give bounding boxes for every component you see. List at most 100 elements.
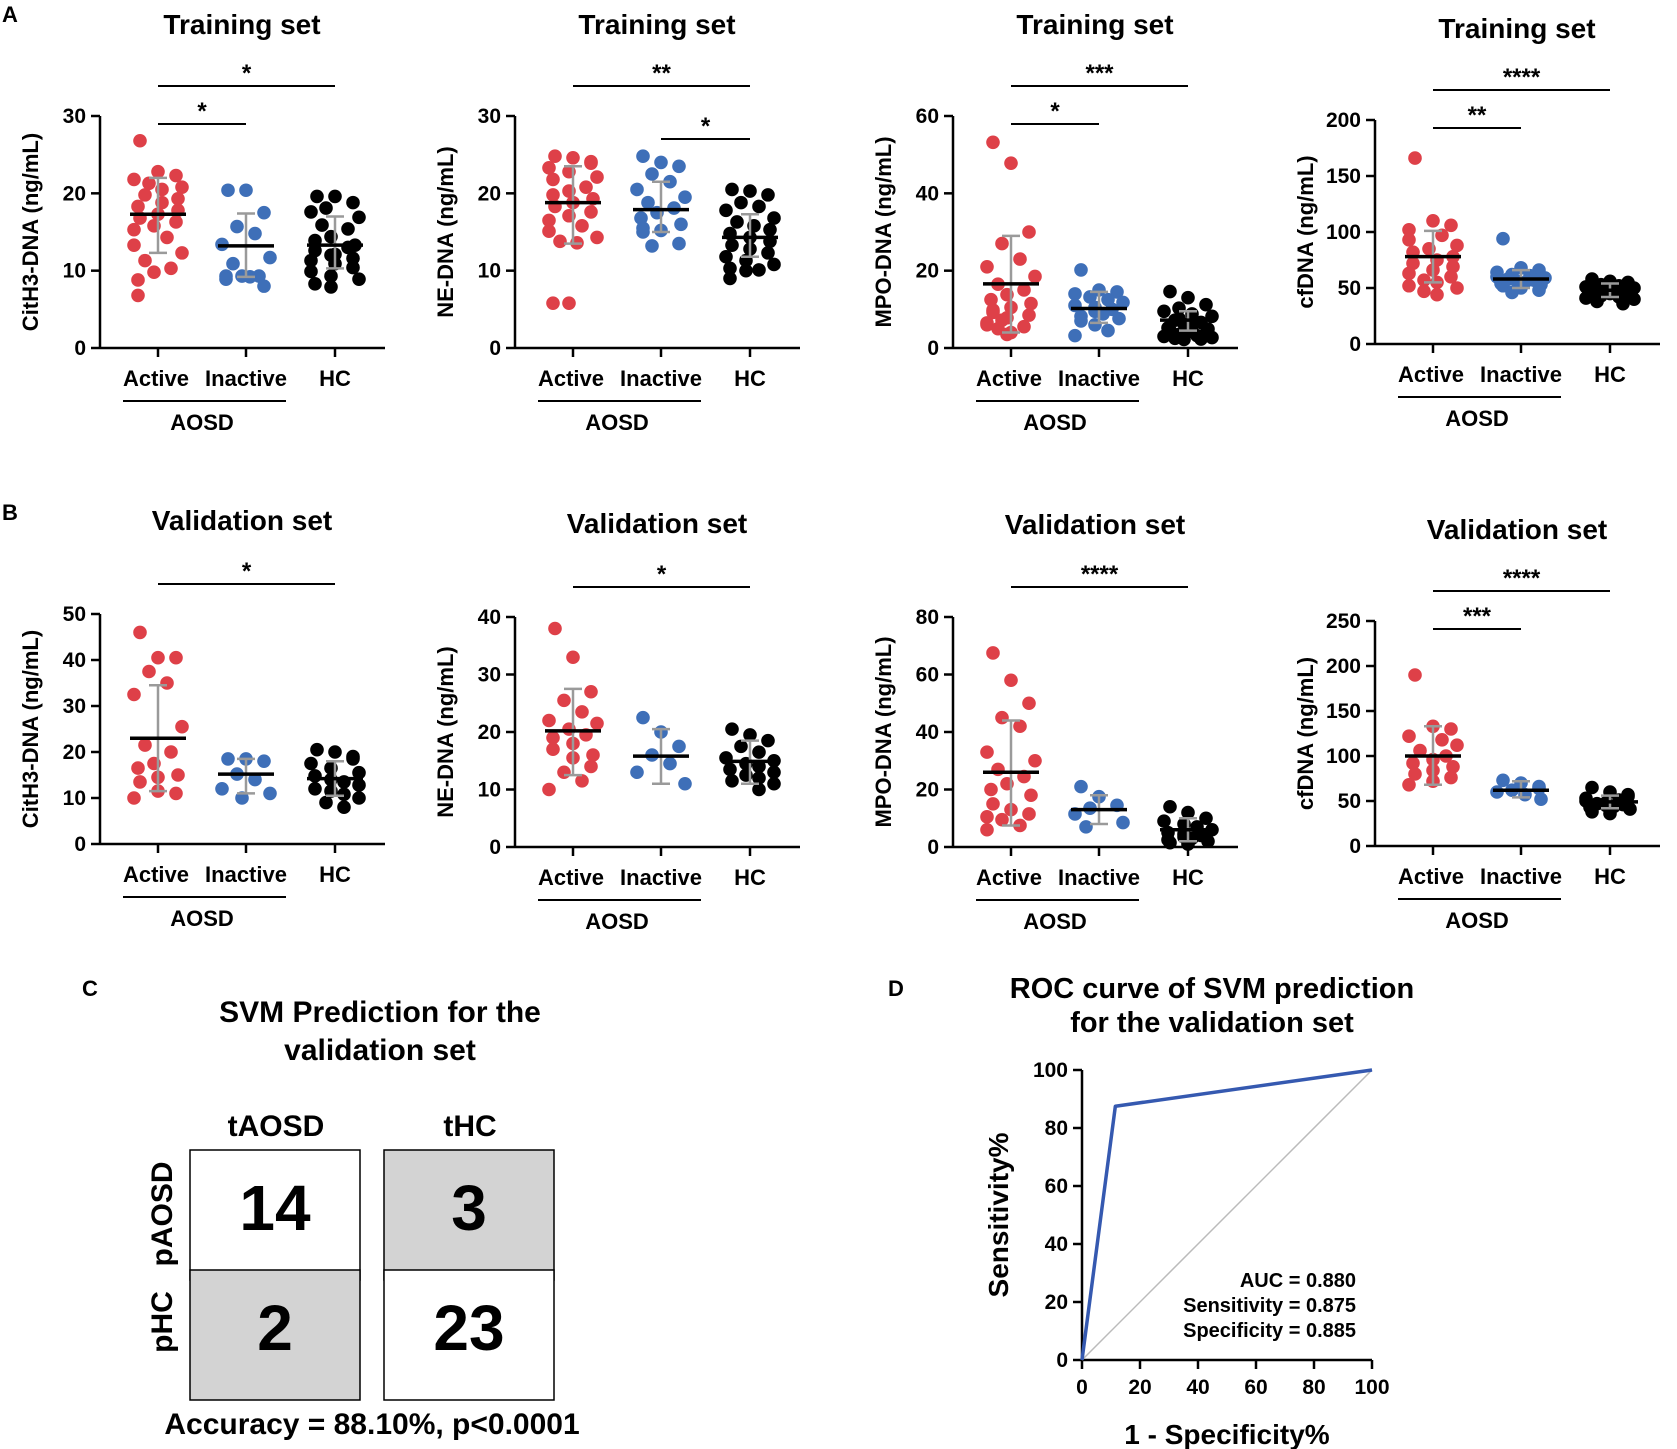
y-tick-label: 50 <box>1338 277 1361 300</box>
data-point-hc <box>1201 834 1215 849</box>
data-point-active <box>986 305 1000 320</box>
data-point-inactive <box>663 756 677 771</box>
y-tick-label: 0 <box>927 836 939 859</box>
data-point-hc <box>308 277 322 291</box>
plot-validation-mpo: Validation set MPO-DNA (ng/mL) 0 20 40 60 80 Ac… <box>871 509 1238 934</box>
roc-y-tick-label: 20 <box>1045 1291 1068 1314</box>
data-point-active <box>142 176 156 191</box>
group-label-active: Active <box>1398 864 1464 889</box>
data-point-inactive <box>221 752 235 766</box>
data-point-hc <box>1163 284 1177 299</box>
plot-title: Validation set <box>1005 509 1186 540</box>
data-point-active <box>542 713 556 728</box>
data-point-inactive <box>674 217 688 232</box>
data-point-active <box>164 745 178 759</box>
data-point-active <box>127 687 141 702</box>
y-tick-label: 0 <box>1349 333 1361 356</box>
group-label-active: Active <box>976 366 1042 391</box>
data-point-active <box>1024 296 1038 311</box>
plot-title: Validation set <box>1427 514 1608 545</box>
y-tick-label: 200 <box>1326 109 1361 132</box>
roc-x-tick-label: 40 <box>1186 1376 1209 1399</box>
roc-curve-line <box>1080 1068 1373 1361</box>
data-point-inactive <box>219 272 233 286</box>
data-point-active <box>1446 259 1460 274</box>
data-point-active <box>1402 266 1416 281</box>
group-label-inactive: Inactive <box>205 366 287 391</box>
data-point-inactive <box>1068 287 1082 301</box>
significance-label: **** <box>1503 565 1541 592</box>
data-point-active <box>984 782 998 797</box>
data-point-active <box>1446 760 1460 774</box>
data-point-hc <box>719 203 733 218</box>
data-point-inactive <box>1532 283 1546 298</box>
roc-annotation: Sensitivity = 0.875 <box>1183 1295 1356 1317</box>
plot-title: Validation set <box>152 505 333 536</box>
data-point-inactive <box>248 226 262 241</box>
roc-x-axis-label: 1 - Specificity% <box>1124 1419 1330 1449</box>
data-point-hc <box>310 742 324 757</box>
roc-x-tick-label: 100 <box>1354 1376 1389 1399</box>
group-label-aosd: AOSD <box>1445 908 1509 933</box>
data-point-active <box>584 205 598 219</box>
y-tick-label: 10 <box>63 787 86 810</box>
data-point-active <box>546 188 560 202</box>
data-point-inactive <box>257 279 271 293</box>
significance-label: ** <box>1468 102 1487 129</box>
data-point-inactive <box>1074 779 1088 794</box>
data-point-hc <box>315 218 329 232</box>
data-point-active <box>127 791 141 805</box>
data-point-hc <box>328 745 342 759</box>
y-axis-label: CitH3-DNA (ng/mL) <box>18 630 43 828</box>
data-point-hc <box>310 189 324 204</box>
data-point-active <box>1406 756 1420 770</box>
data-point-active <box>1450 281 1464 295</box>
data-point-hc <box>1579 291 1593 305</box>
significance-label: ** <box>652 60 671 87</box>
data-point-hc <box>1623 802 1637 816</box>
y-tick-label: 10 <box>63 260 86 283</box>
y-axis-label: cfDNA (ng/mL) <box>1293 155 1318 308</box>
data-point-active <box>131 288 145 303</box>
group-label-hc: HC <box>319 862 351 887</box>
data-point-hc <box>352 765 366 780</box>
data-point-hc <box>304 205 318 219</box>
group-label-active: Active <box>538 865 604 890</box>
data-point-inactive <box>636 710 650 725</box>
data-point-inactive <box>1116 295 1130 310</box>
y-tick-label: 100 <box>1326 221 1361 244</box>
confusion-cell-fp-value: 3 <box>451 1172 487 1244</box>
data-point-active <box>169 650 183 665</box>
significance-label: * <box>197 98 207 125</box>
data-point-active <box>1408 668 1422 682</box>
data-point-active <box>1444 722 1458 736</box>
data-point-hc <box>752 759 766 774</box>
data-point-active <box>590 716 604 731</box>
y-tick-label: 40 <box>478 606 501 629</box>
data-point-active <box>1430 287 1444 302</box>
confusion-cell-fn-value: 2 <box>257 1292 293 1364</box>
y-tick-label: 20 <box>63 741 86 764</box>
data-point-inactive <box>630 182 644 197</box>
data-point-active <box>980 260 994 274</box>
data-point-active <box>542 782 556 797</box>
confusion-matrix: SVM Prediction for the validation set tA… <box>146 996 580 1441</box>
y-tick-label: 10 <box>478 260 501 283</box>
data-point-active <box>991 762 1005 777</box>
data-point-inactive <box>636 225 650 239</box>
y-tick-label: 30 <box>63 695 86 718</box>
data-point-hc <box>1590 294 1604 309</box>
group-label-hc: HC <box>1594 864 1626 889</box>
group-label-aosd: AOSD <box>585 410 649 435</box>
data-point-active <box>986 646 1000 660</box>
data-point-hc <box>734 739 748 754</box>
data-point-hc <box>352 210 366 225</box>
data-point-hc <box>752 771 766 785</box>
data-point-active <box>575 774 589 788</box>
data-point-active <box>1426 214 1440 228</box>
roc-y-tick-label: 0 <box>1056 1349 1068 1372</box>
data-point-inactive <box>678 190 692 204</box>
y-tick-label: 60 <box>916 664 939 687</box>
data-point-active <box>151 650 165 665</box>
significance-label: * <box>242 558 252 585</box>
